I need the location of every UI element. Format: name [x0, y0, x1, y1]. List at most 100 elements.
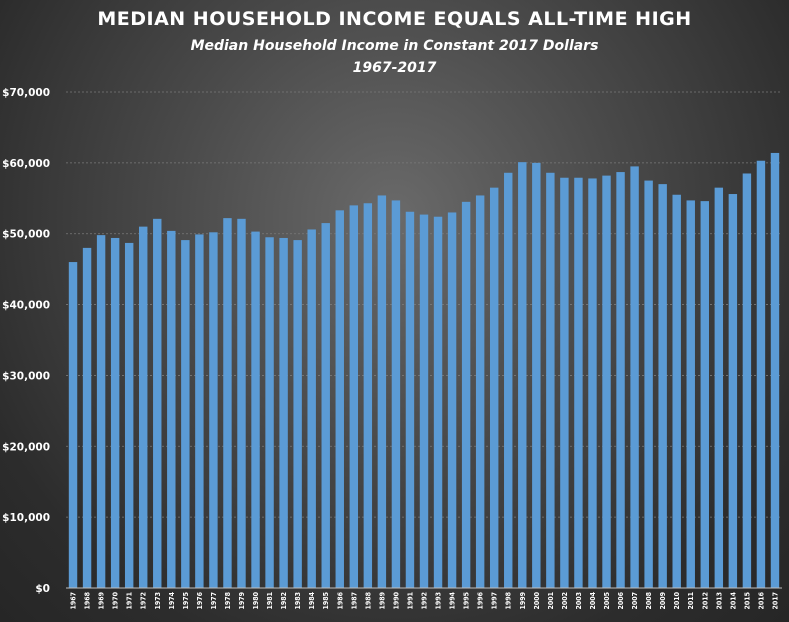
y-tick-label: $30,000	[2, 370, 50, 382]
chart-title: MEDIAN HOUSEHOLD INCOME EQUALS ALL-TIME …	[97, 8, 692, 30]
bar	[742, 173, 752, 588]
x-tick-label: 1999	[519, 592, 527, 610]
bar	[489, 187, 499, 588]
x-tick-label: 2003	[575, 592, 583, 610]
x-tick-label: 1978	[224, 592, 232, 610]
bar	[110, 237, 120, 589]
bar	[714, 187, 724, 588]
y-tick-label: $10,000	[2, 512, 50, 524]
bar	[82, 247, 92, 588]
y-tick-label: $40,000	[2, 300, 50, 312]
x-tick-label: 2013	[715, 592, 723, 610]
bar	[167, 230, 176, 588]
bar	[616, 172, 625, 588]
x-tick-label: 1982	[280, 592, 288, 610]
bar	[560, 177, 569, 589]
bar	[770, 152, 780, 589]
bar	[461, 201, 471, 589]
bar	[335, 210, 344, 588]
y-tick-label: $70,000	[2, 87, 50, 99]
x-tick-label: 1995	[463, 592, 471, 610]
x-tick-label: 1997	[491, 592, 499, 610]
bar	[307, 229, 316, 588]
bar	[293, 240, 302, 588]
bar	[700, 201, 709, 588]
bar	[686, 200, 695, 588]
x-tick-label: 1968	[84, 592, 92, 610]
bar	[475, 195, 485, 589]
bar	[251, 231, 260, 589]
x-tick-label: 2012	[701, 592, 709, 610]
bar	[405, 211, 415, 588]
x-tick-label: 2005	[603, 592, 611, 610]
bar	[321, 223, 330, 589]
bar	[265, 237, 274, 588]
bar	[546, 172, 555, 588]
x-tick-label: 1996	[477, 591, 485, 609]
y-tick-label: $20,000	[2, 441, 50, 453]
bar	[532, 162, 541, 588]
bar	[139, 226, 148, 588]
bar	[658, 184, 667, 588]
x-tick-label: 2017	[771, 592, 779, 610]
x-tick-label: 1971	[126, 592, 134, 610]
bar	[588, 178, 597, 588]
x-tick-label: 2009	[659, 592, 667, 610]
bar	[349, 205, 359, 588]
x-tick-label: 1986	[336, 591, 344, 609]
bar	[728, 194, 738, 588]
bar	[447, 212, 457, 588]
x-tick-label: 2007	[631, 592, 639, 610]
x-tick-label: 1985	[322, 592, 330, 610]
x-tick-label: 2016	[757, 591, 765, 609]
bar	[419, 214, 429, 588]
y-tick-label: $0	[35, 583, 50, 595]
bar	[377, 195, 387, 589]
x-tick-label: 1981	[266, 592, 274, 610]
bar	[672, 194, 681, 588]
bar	[181, 240, 190, 588]
bar	[644, 180, 653, 589]
x-tick-label: 1972	[140, 592, 148, 610]
x-tick-label: 1977	[210, 592, 218, 610]
x-tick-label: 1994	[449, 591, 457, 609]
x-tick-label: 1987	[350, 592, 358, 610]
x-tick-label: 1990	[392, 591, 400, 609]
bars	[68, 152, 780, 589]
bar	[433, 216, 443, 589]
bar	[574, 177, 583, 589]
x-tick-label: 1983	[294, 592, 302, 610]
y-tick-label: $50,000	[2, 229, 50, 241]
x-tick-label: 1979	[238, 592, 246, 610]
x-tick-label: 1970	[112, 591, 120, 609]
x-tick-label: 1998	[505, 592, 513, 610]
bar	[630, 166, 639, 588]
x-tick-label: 1989	[378, 592, 386, 610]
x-tick-label: 1992	[421, 592, 429, 610]
bar	[363, 203, 373, 588]
x-tick-label: 2011	[687, 592, 695, 610]
x-tick-label: 2014	[729, 591, 737, 609]
bar	[209, 232, 218, 588]
x-tick-label: 1967	[70, 592, 78, 610]
bar	[237, 218, 246, 588]
x-tick-label: 1975	[182, 592, 190, 610]
x-axis-ticks: 1967 1968 1969 1970 1971 1972 1973 1974 1975 1976…	[70, 591, 780, 609]
x-tick-label: 1976	[196, 591, 204, 609]
x-tick-label: 1969	[98, 592, 106, 610]
bar	[96, 235, 106, 589]
chart-subtitle: Median Household Income in Constant 2017…	[190, 38, 599, 54]
x-tick-label: 1993	[435, 592, 443, 610]
y-axis-ticks: $0 $10,000 $20,000 $30,000 $40,000 $50,000 $60…	[2, 87, 50, 595]
x-tick-label: 2006	[617, 591, 625, 609]
bar	[223, 218, 232, 588]
bar	[153, 218, 162, 588]
x-tick-label: 1980	[252, 591, 260, 609]
bar	[279, 237, 288, 589]
bar	[195, 234, 204, 588]
bar	[68, 262, 78, 588]
x-tick-label: 2000	[533, 591, 541, 609]
x-tick-label: 2015	[743, 592, 751, 610]
x-tick-label: 2008	[645, 592, 653, 610]
